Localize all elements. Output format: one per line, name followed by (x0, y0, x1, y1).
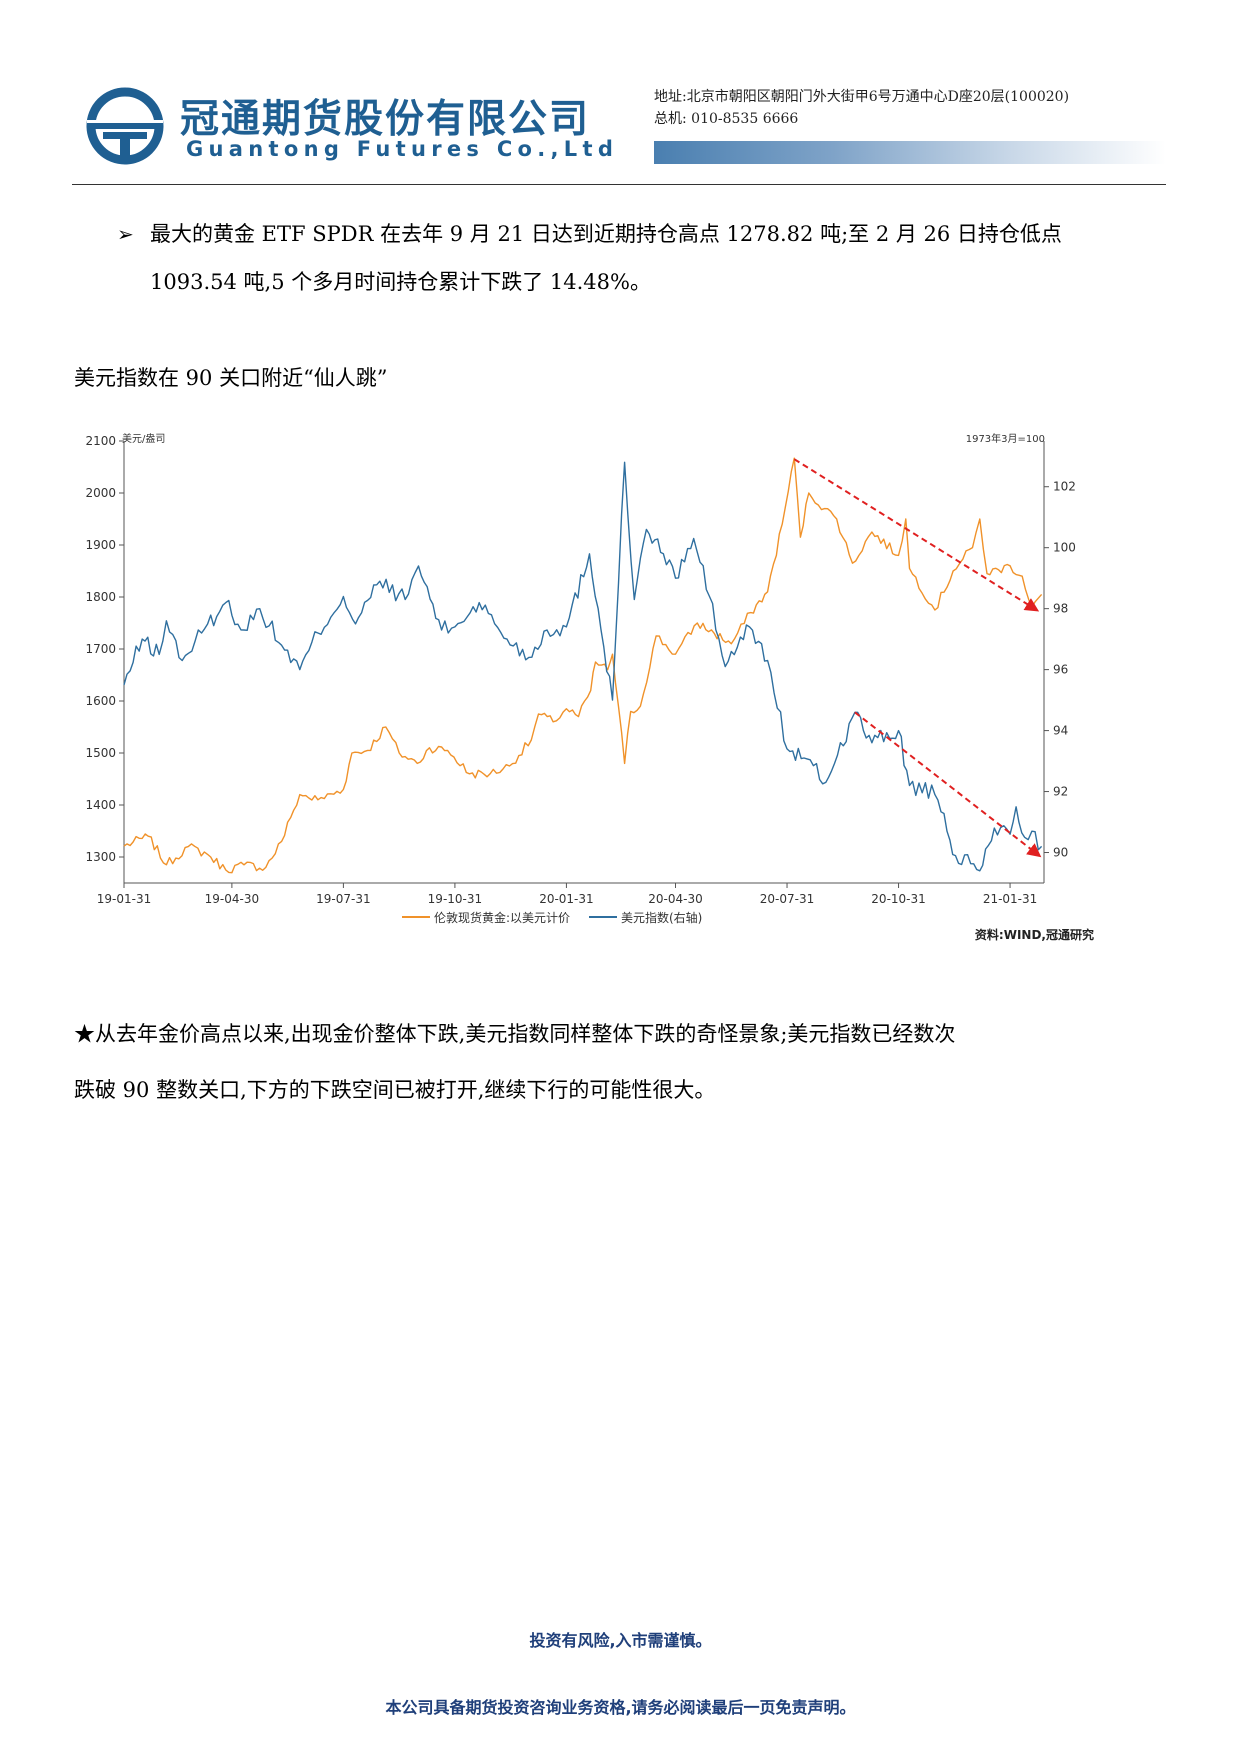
legend-label-gold: 伦敦现货黄金:以美元计价 (434, 910, 570, 925)
left-tick-label: 2000 (85, 486, 116, 500)
right-tick-label: 98 (1053, 602, 1068, 616)
left-tick-label: 2100 (85, 434, 116, 448)
bullet-text-line-2: 1093.54 吨,5 个多月时间持仓累计下跌了 14.48%。 (150, 270, 651, 294)
chart-legend: 伦敦现货黄金:以美元计价 美元指数(右轴) (402, 910, 702, 925)
gold-price-line (123, 457, 1043, 874)
x-tick-label: 20-07-31 (760, 892, 814, 906)
bullet-arrow-icon: ➢ (117, 222, 134, 246)
left-tick-label: 1800 (85, 590, 116, 604)
company-phone: 总机: 010-8535 6666 (654, 111, 799, 127)
left-tick-label: 1400 (85, 798, 116, 812)
header-divider (72, 184, 1166, 185)
bullet-text-line-1: 最大的黄金 ETF SPDR 在去年 9 月 21 日达到近期持仓高点 1278… (150, 222, 1062, 246)
left-tick-label: 1600 (85, 694, 116, 708)
left-tick-label: 1300 (85, 850, 116, 864)
footer-risk-warning: 投资有风险,入市需谨慎。 (529, 1631, 712, 1650)
right-tick-label: 96 (1053, 663, 1068, 677)
header-gradient-bar (654, 141, 1166, 164)
chart-annotation-layer (793, 458, 1042, 858)
gold-vs-dollar-index-chart: 1300 1400 1500 1600 1700 1800 1900 2000 2100 90 92… (85, 432, 1094, 942)
usd-downtrend-arrow (854, 711, 1042, 858)
right-tick-label: 90 (1053, 846, 1068, 860)
company-address: 地址:北京市朝阳区朝阳门外大街甲6号万通中心D座20层(100020) (654, 89, 1070, 105)
right-tick-label: 94 (1053, 724, 1068, 738)
x-tick-label: 20-04-30 (648, 892, 702, 906)
x-tick-label: 20-01-31 (539, 892, 593, 906)
chart-axes: 1300 1400 1500 1600 1700 1800 1900 2000 2100 90 92… (85, 434, 1075, 906)
right-tick-label: 100 (1053, 541, 1076, 555)
section-heading: 美元指数在 90 关口附近“仙人跳” (74, 366, 388, 390)
left-tick-label: 1500 (85, 746, 116, 760)
left-axis-unit: 美元/盎司 (122, 432, 165, 445)
left-tick-label: 1700 (85, 642, 116, 656)
conclusion-text-line-2: 跌破 90 整数关口,下方的下跌空间已被打开,继续下行的可能性很大。 (74, 1078, 716, 1102)
x-tick-label: 19-04-30 (205, 892, 259, 906)
legend-label-usd: 美元指数(右轴) (621, 910, 702, 925)
x-tick-label: 20-10-31 (871, 892, 925, 906)
x-tick-label: 19-07-31 (316, 892, 370, 906)
company-logo-icon (86, 87, 164, 165)
x-tick-label: 19-01-31 (97, 892, 151, 906)
right-tick-label: 102 (1053, 480, 1076, 494)
company-name-cn: 冠通期货股份有限公司 (180, 97, 591, 142)
x-tick-label: 19-10-31 (428, 892, 482, 906)
chart-source: 资料:WIND,冠通研究 (975, 927, 1094, 942)
right-tick-label: 92 (1053, 785, 1068, 799)
chart-series-layer (123, 457, 1043, 874)
gold-downtrend-arrow (793, 458, 1040, 612)
conclusion-text-line-1: ★从去年金价高点以来,出现金价整体下跌,美元指数同样整体下跌的奇怪景象;美元指数… (74, 1022, 956, 1046)
right-axis-note: 1973年3月=100 (966, 432, 1045, 445)
company-name-en: Guantong Futures Co.,Ltd (186, 137, 619, 161)
footer-disclaimer: 本公司具备期货投资咨询业务资格,请务必阅读最后一页免责声明。 (385, 1698, 856, 1717)
usd-index-line (123, 461, 1043, 872)
x-tick-label: 21-01-31 (983, 892, 1037, 906)
left-tick-label: 1900 (85, 538, 116, 552)
